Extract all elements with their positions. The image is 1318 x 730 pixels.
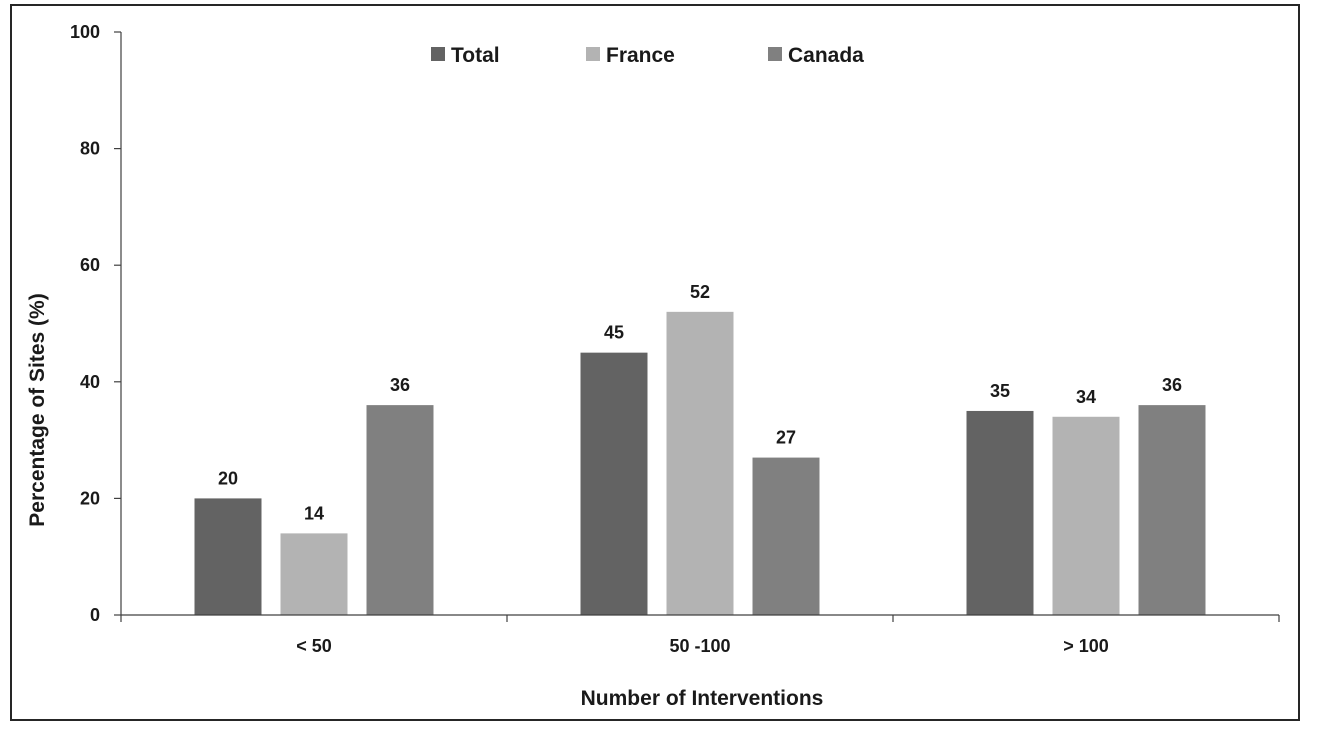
x-tick-label: > 100 bbox=[1063, 636, 1109, 656]
y-axis-ticks: 0 20 40 60 80 100 bbox=[70, 22, 121, 625]
bar-canada-0 bbox=[366, 405, 434, 615]
x-tick-label: < 50 bbox=[296, 636, 332, 656]
bar-canada-1 bbox=[752, 457, 820, 615]
data-label: 20 bbox=[218, 468, 238, 488]
y-tick-label: 20 bbox=[80, 488, 100, 508]
data-label: 36 bbox=[1162, 375, 1182, 395]
x-axis-title: Number of Interventions bbox=[581, 687, 824, 710]
y-tick-label: 60 bbox=[80, 255, 100, 275]
y-tick-label: 100 bbox=[70, 22, 100, 42]
data-label: 35 bbox=[990, 381, 1010, 401]
data-label: 36 bbox=[390, 375, 410, 395]
y-tick-label: 40 bbox=[80, 372, 100, 392]
bar-france-2 bbox=[1052, 416, 1120, 615]
bar-total-2 bbox=[966, 410, 1034, 615]
bar-total-0 bbox=[194, 498, 262, 615]
bars bbox=[194, 311, 1206, 615]
legend-label-total: Total bbox=[451, 44, 500, 67]
bar-canada-2 bbox=[1138, 405, 1206, 615]
y-tick-label: 0 bbox=[90, 605, 100, 625]
bar-france-0 bbox=[280, 533, 348, 615]
bar-france-1 bbox=[666, 311, 734, 615]
data-labels: 20 14 36 45 52 27 35 34 36 bbox=[218, 282, 1182, 524]
legend-label-france: France bbox=[606, 44, 675, 67]
x-tick-label: 50 -100 bbox=[669, 636, 730, 656]
data-label: 45 bbox=[604, 323, 624, 343]
legend-swatch-total bbox=[431, 47, 445, 61]
data-label: 34 bbox=[1076, 387, 1096, 407]
legend-swatch-canada bbox=[768, 47, 782, 61]
data-label: 14 bbox=[304, 503, 324, 523]
legend-label-canada: Canada bbox=[788, 44, 864, 67]
bar-total-1 bbox=[580, 352, 648, 615]
legend-swatch-france bbox=[586, 47, 600, 61]
data-label: 27 bbox=[776, 428, 796, 448]
x-axis-ticks: < 50 50 -100 > 100 bbox=[120, 615, 1280, 656]
y-tick-label: 80 bbox=[80, 139, 100, 159]
legend: Total France Canada bbox=[431, 44, 864, 67]
data-label: 52 bbox=[690, 282, 710, 302]
y-axis-title: Percentage of Sites (%) bbox=[26, 293, 49, 526]
